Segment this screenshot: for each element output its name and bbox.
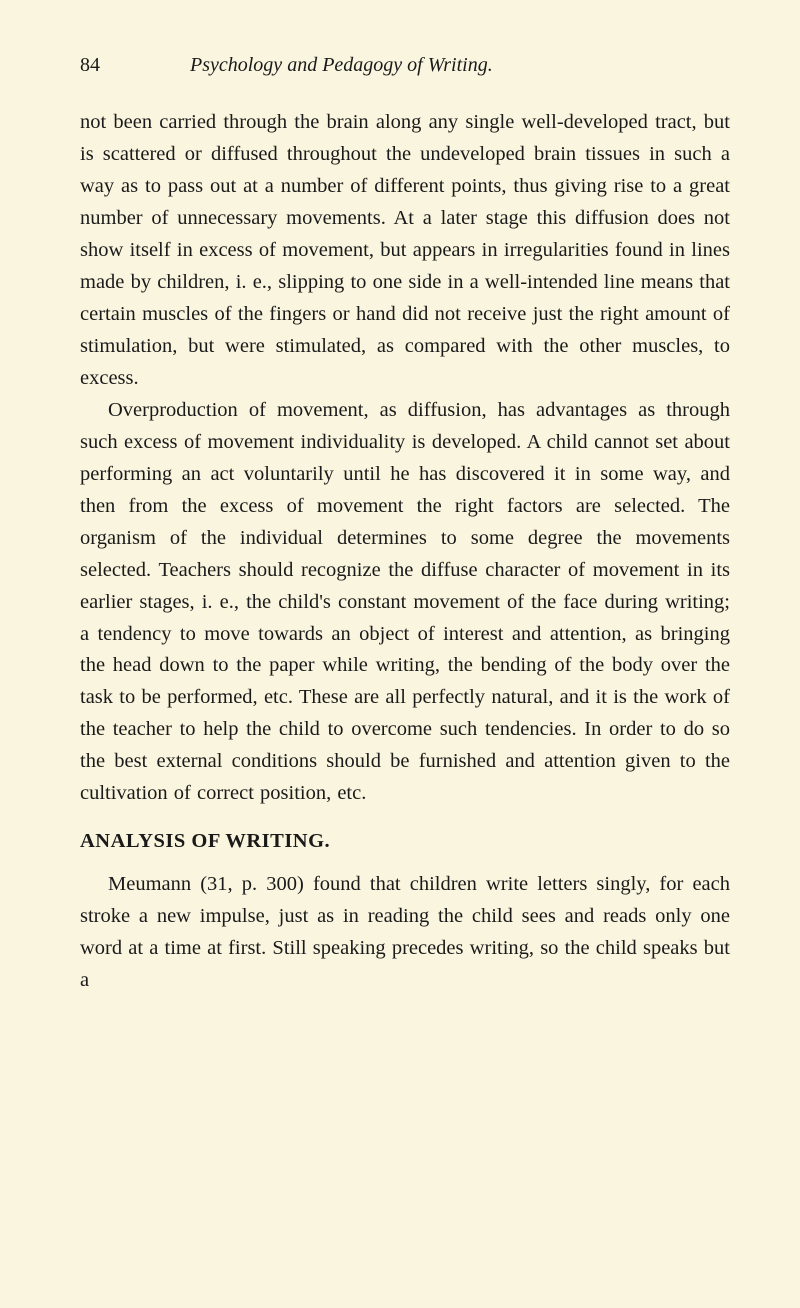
body-paragraph-1: not been carried through the brain along… — [80, 107, 730, 395]
running-title: Psychology and Pedagogy of Writing. — [190, 54, 493, 77]
page-number: 84 — [80, 54, 100, 77]
page-header: 84 Psychology and Pedagogy of Writing. — [80, 54, 730, 77]
section-heading: ANALYSIS OF WRITING. — [80, 830, 730, 853]
body-paragraph-2: Overproduction of movement, as diffusion… — [80, 395, 730, 811]
body-paragraph-3: Meumann (31, p. 300) found that children… — [80, 869, 730, 997]
